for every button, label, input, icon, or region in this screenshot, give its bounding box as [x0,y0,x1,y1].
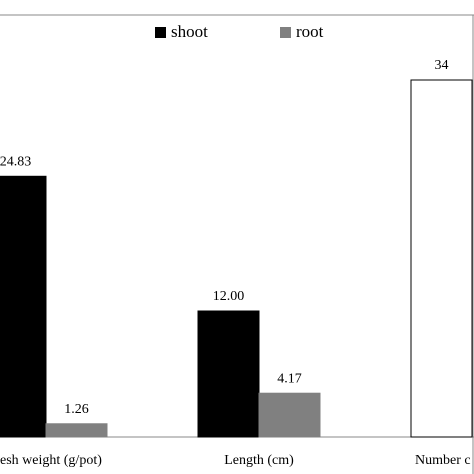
x-tick-label: esh weight (g/pot) [0,453,102,468]
legend-label: shoot [171,22,208,41]
legend-label: root [296,22,324,41]
value-label: 4.17 [277,371,302,386]
legend-swatch [280,27,291,38]
value-label: 34 [435,58,449,73]
bar [0,175,47,438]
bar [410,79,473,438]
x-tick-label: Number c [415,453,471,468]
bar [45,423,108,438]
legend-swatch [155,27,166,38]
value-label: 1.26 [64,402,89,417]
bar [197,310,260,438]
value-label: 12.00 [213,289,245,304]
bar [258,392,321,438]
x-tick-label: Length (cm) [224,453,294,468]
value-label: 24.83 [0,155,31,170]
